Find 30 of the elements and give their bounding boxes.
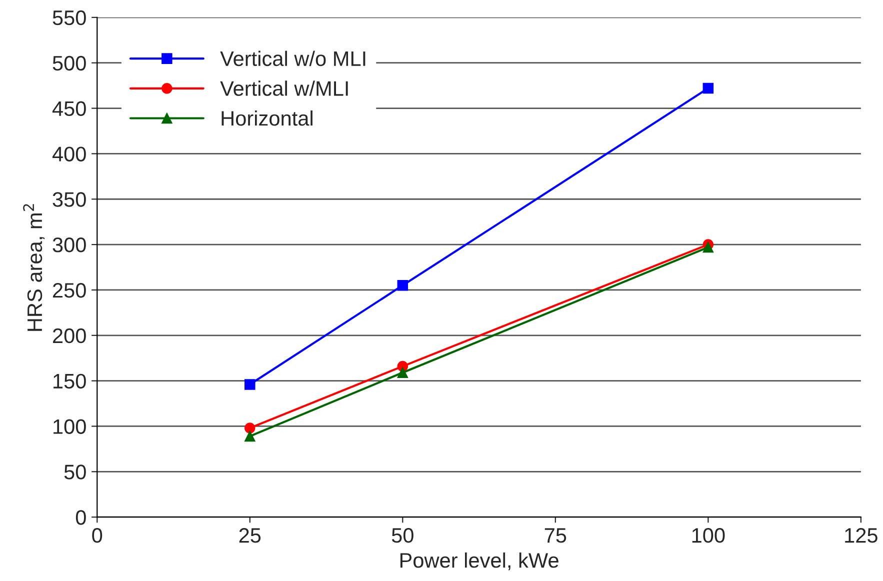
y-tick-label: 350 — [52, 192, 86, 207]
y-tick-label: 300 — [52, 238, 86, 252]
point — [397, 367, 408, 378]
legend-label: Vertical w/MLI — [220, 80, 348, 96]
x-tick-label: 125 — [845, 528, 878, 543]
point — [397, 280, 408, 291]
legend-label: Vertical w/o MLI — [220, 50, 366, 66]
point — [702, 82, 714, 94]
y-tick-label: 500 — [52, 56, 86, 71]
x-tick-label: 75 — [544, 528, 566, 543]
y-tick-label: 450 — [52, 101, 86, 116]
point — [702, 242, 714, 253]
y-tick-label: 400 — [52, 146, 86, 162]
y-tick-label: 200 — [53, 328, 86, 344]
y-tick-label: 250 — [53, 282, 86, 298]
legend-label: Horizontal — [222, 110, 312, 126]
y-tick-label: 0 — [76, 510, 86, 525]
x-axis-title: Power level, kWe — [400, 552, 558, 570]
point — [244, 430, 256, 442]
y-axis-title: HRS area, m$^{2}$ — [23, 204, 45, 331]
y-tick-label: 100 — [54, 419, 86, 434]
point — [244, 422, 256, 434]
y-tick-label: 50 — [64, 464, 86, 480]
y-tick-label: 150 — [54, 374, 86, 389]
x-tick-label: 100 — [692, 528, 725, 543]
x-tick-label: 0 — [92, 528, 102, 543]
point — [244, 379, 256, 390]
y-tick-label: 550 — [52, 10, 86, 26]
x-tick-label: 50 — [392, 528, 414, 543]
x-tick-label: 25 — [239, 528, 261, 543]
